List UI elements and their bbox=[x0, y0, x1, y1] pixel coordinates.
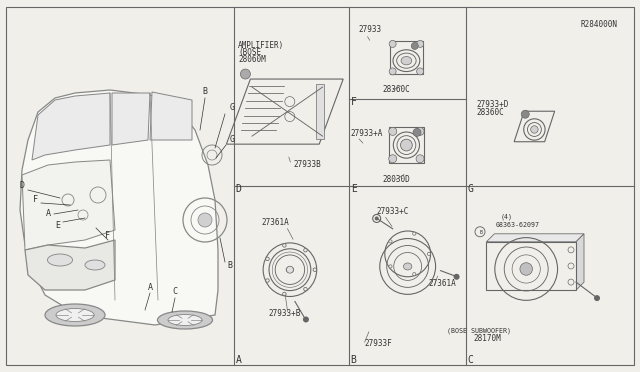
Polygon shape bbox=[486, 234, 584, 242]
Text: C: C bbox=[173, 288, 177, 296]
Polygon shape bbox=[22, 160, 115, 250]
Text: F: F bbox=[351, 97, 356, 108]
Circle shape bbox=[520, 263, 532, 275]
Circle shape bbox=[374, 217, 379, 221]
Text: A: A bbox=[45, 209, 51, 218]
Text: G: G bbox=[468, 184, 474, 194]
Polygon shape bbox=[227, 79, 343, 144]
Text: A: A bbox=[147, 282, 152, 292]
Ellipse shape bbox=[45, 304, 105, 326]
Circle shape bbox=[454, 274, 460, 280]
Text: B: B bbox=[479, 230, 483, 235]
Ellipse shape bbox=[47, 254, 72, 266]
Polygon shape bbox=[576, 234, 584, 290]
Text: 27933+D: 27933+D bbox=[477, 100, 509, 109]
Text: 27933+C: 27933+C bbox=[376, 207, 409, 216]
Text: F: F bbox=[106, 231, 111, 240]
Circle shape bbox=[417, 68, 424, 75]
Text: 28030D: 28030D bbox=[383, 175, 410, 184]
Text: AMPLIFIER): AMPLIFIER) bbox=[238, 41, 284, 49]
Ellipse shape bbox=[403, 263, 412, 270]
Text: F: F bbox=[33, 196, 38, 205]
Text: E: E bbox=[351, 184, 356, 194]
Circle shape bbox=[412, 42, 419, 49]
Circle shape bbox=[389, 41, 396, 47]
Circle shape bbox=[198, 213, 212, 227]
Text: C: C bbox=[468, 355, 474, 365]
Polygon shape bbox=[32, 93, 110, 160]
Text: D: D bbox=[19, 180, 24, 189]
Text: 08363-62097: 08363-62097 bbox=[496, 222, 540, 228]
Ellipse shape bbox=[56, 308, 94, 321]
Bar bbox=[486, 242, 576, 290]
Ellipse shape bbox=[168, 314, 202, 326]
Text: 27361A: 27361A bbox=[261, 218, 289, 227]
Ellipse shape bbox=[85, 260, 105, 270]
Ellipse shape bbox=[286, 267, 294, 273]
Text: B: B bbox=[227, 260, 232, 269]
Circle shape bbox=[283, 292, 286, 296]
Text: 27933+B: 27933+B bbox=[269, 309, 301, 318]
Polygon shape bbox=[25, 240, 115, 290]
Circle shape bbox=[389, 240, 392, 243]
Circle shape bbox=[401, 139, 412, 151]
Text: (BOSE SUBWOOFER): (BOSE SUBWOOFER) bbox=[447, 327, 511, 334]
Circle shape bbox=[388, 155, 397, 163]
Circle shape bbox=[287, 266, 293, 273]
Circle shape bbox=[413, 128, 421, 137]
Bar bbox=[388, 127, 424, 163]
Text: 28060M: 28060M bbox=[238, 55, 266, 64]
Circle shape bbox=[241, 69, 250, 79]
Circle shape bbox=[416, 155, 424, 163]
Text: G: G bbox=[230, 135, 234, 144]
Circle shape bbox=[389, 68, 396, 75]
Circle shape bbox=[389, 265, 392, 268]
Bar bbox=[390, 41, 423, 74]
Circle shape bbox=[283, 244, 286, 247]
Circle shape bbox=[594, 295, 600, 301]
Circle shape bbox=[413, 273, 416, 276]
Text: 28360C: 28360C bbox=[383, 85, 410, 94]
Text: B: B bbox=[202, 87, 207, 96]
Circle shape bbox=[417, 41, 424, 47]
Circle shape bbox=[266, 279, 269, 282]
Circle shape bbox=[428, 252, 431, 256]
Circle shape bbox=[388, 127, 397, 135]
Circle shape bbox=[416, 127, 424, 135]
Text: 27933+A: 27933+A bbox=[351, 129, 383, 138]
Circle shape bbox=[303, 317, 309, 323]
Text: 27933B: 27933B bbox=[293, 160, 321, 169]
Text: 27933: 27933 bbox=[358, 25, 381, 34]
Text: G: G bbox=[230, 103, 234, 112]
Text: 27361A: 27361A bbox=[429, 279, 456, 288]
Text: B: B bbox=[351, 355, 356, 365]
Ellipse shape bbox=[401, 57, 412, 65]
Circle shape bbox=[313, 268, 317, 272]
Circle shape bbox=[521, 110, 529, 118]
Text: D: D bbox=[236, 184, 241, 194]
Text: 27933F: 27933F bbox=[365, 339, 392, 348]
Circle shape bbox=[531, 126, 538, 133]
Circle shape bbox=[266, 257, 269, 261]
Polygon shape bbox=[20, 90, 218, 325]
Polygon shape bbox=[514, 111, 555, 142]
Text: R284000N: R284000N bbox=[580, 20, 618, 29]
Circle shape bbox=[413, 232, 416, 235]
Text: 28170M: 28170M bbox=[474, 334, 502, 343]
Bar bbox=[316, 84, 324, 139]
Ellipse shape bbox=[157, 311, 212, 329]
Polygon shape bbox=[150, 92, 192, 140]
Text: 28360C: 28360C bbox=[477, 108, 504, 117]
Text: (BOSE: (BOSE bbox=[238, 48, 261, 57]
Text: (4): (4) bbox=[500, 214, 513, 220]
Text: A: A bbox=[236, 355, 241, 365]
Circle shape bbox=[304, 248, 307, 252]
Text: E: E bbox=[56, 221, 61, 230]
Polygon shape bbox=[112, 93, 150, 145]
Circle shape bbox=[304, 288, 307, 291]
